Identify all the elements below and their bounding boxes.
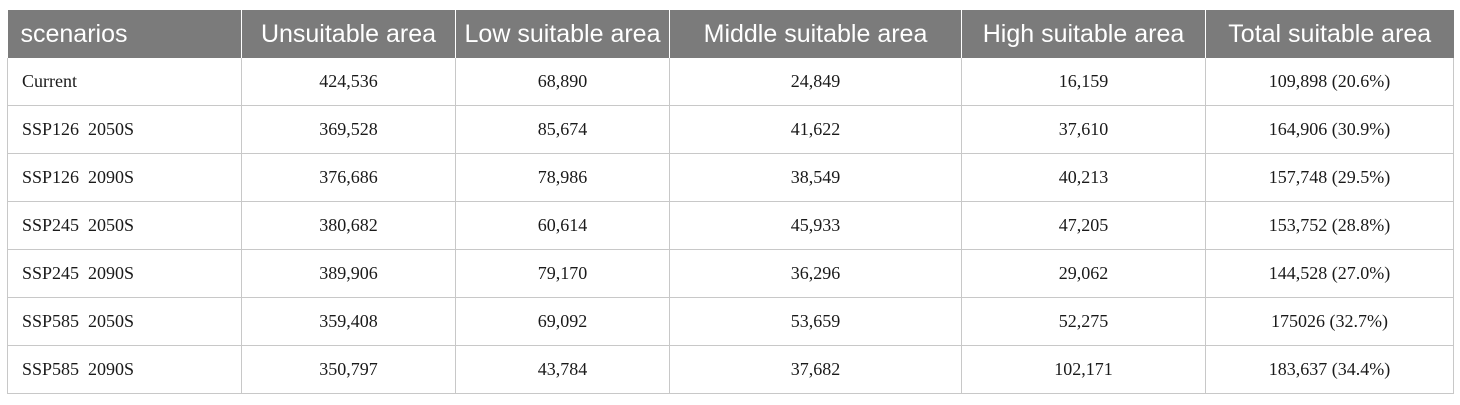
high-suitable-cell: 40,213 — [961, 153, 1206, 202]
unsuitable-cell: 380,682 — [241, 201, 456, 250]
table-row: Current 424,536 68,890 24,849 16,159 109,898 … — [7, 58, 1454, 106]
scenario-cell: Current — [7, 58, 242, 106]
high-suitable-cell: 29,062 — [961, 249, 1206, 298]
header-middle-suitable-area: Middle suitable area — [669, 10, 962, 58]
total-suitable-cell: 164,906 (30.9%) — [1205, 105, 1454, 154]
total-suitable-cell: 109,898 (20.6%) — [1205, 58, 1454, 106]
middle-suitable-cell: 37,682 — [669, 345, 962, 394]
low-suitable-cell: 43,784 — [455, 345, 670, 394]
table-header: scenarios Unsuitable area Low suitable a… — [7, 10, 1454, 58]
middle-suitable-cell: 38,549 — [669, 153, 962, 202]
header-low-suitable-area: Low suitable area — [455, 10, 670, 58]
scenario-cell: SSP245 2090S — [7, 249, 242, 298]
unsuitable-cell: 424,536 — [241, 58, 456, 106]
total-suitable-cell: 183,637 (34.4%) — [1205, 345, 1454, 394]
table-row: SSP245 2050S 380,682 60,614 45,933 47,205 153… — [7, 201, 1454, 250]
scenario-cell: SSP585 2050S — [7, 297, 242, 346]
high-suitable-cell: 37,610 — [961, 105, 1206, 154]
header-unsuitable-area: Unsuitable area — [241, 10, 456, 58]
total-suitable-cell: 157,748 (29.5%) — [1205, 153, 1454, 202]
low-suitable-cell: 79,170 — [455, 249, 670, 298]
table-row: SSP245 2090S 389,906 79,170 36,296 29,062 144… — [7, 249, 1454, 298]
header-scenarios: scenarios — [7, 10, 242, 58]
middle-suitable-cell: 24,849 — [669, 58, 962, 106]
high-suitable-cell: 52,275 — [961, 297, 1206, 346]
total-suitable-cell: 175026 (32.7%) — [1205, 297, 1454, 346]
unsuitable-cell: 389,906 — [241, 249, 456, 298]
middle-suitable-cell: 36,296 — [669, 249, 962, 298]
data-table-container: scenarios Unsuitable area Low suitable a… — [7, 10, 1454, 394]
high-suitable-cell: 16,159 — [961, 58, 1206, 106]
table-body: Current 424,536 68,890 24,849 16,159 109,898 … — [7, 58, 1454, 394]
scenario-cell: SSP245 2050S — [7, 201, 242, 250]
low-suitable-cell: 60,614 — [455, 201, 670, 250]
low-suitable-cell: 69,092 — [455, 297, 670, 346]
unsuitable-cell: 350,797 — [241, 345, 456, 394]
suitable-area-table: scenarios Unsuitable area Low suitable a… — [7, 10, 1454, 394]
table-row: SSP126 2050S 369,528 85,674 41,622 37,610 164… — [7, 105, 1454, 154]
scenario-cell: SSP126 2050S — [7, 105, 242, 154]
header-row: scenarios Unsuitable area Low suitable a… — [7, 10, 1454, 58]
high-suitable-cell: 102,171 — [961, 345, 1206, 394]
total-suitable-cell: 153,752 (28.8%) — [1205, 201, 1454, 250]
scenario-cell: SSP585 2090S — [7, 345, 242, 394]
unsuitable-cell: 359,408 — [241, 297, 456, 346]
low-suitable-cell: 68,890 — [455, 58, 670, 106]
unsuitable-cell: 369,528 — [241, 105, 456, 154]
scenario-cell: SSP126 2090S — [7, 153, 242, 202]
middle-suitable-cell: 41,622 — [669, 105, 962, 154]
total-suitable-cell: 144,528 (27.0%) — [1205, 249, 1454, 298]
table-row: SSP585 2090S 350,797 43,784 37,682 102,171 18… — [7, 345, 1454, 394]
table-row: SSP126 2090S 376,686 78,986 38,549 40,213 157… — [7, 153, 1454, 202]
unsuitable-cell: 376,686 — [241, 153, 456, 202]
middle-suitable-cell: 53,659 — [669, 297, 962, 346]
low-suitable-cell: 85,674 — [455, 105, 670, 154]
middle-suitable-cell: 45,933 — [669, 201, 962, 250]
header-high-suitable-area: High suitable area — [961, 10, 1206, 58]
low-suitable-cell: 78,986 — [455, 153, 670, 202]
header-total-suitable-area: Total suitable area — [1205, 10, 1454, 58]
table-row: SSP585 2050S 359,408 69,092 53,659 52,275 175… — [7, 297, 1454, 346]
high-suitable-cell: 47,205 — [961, 201, 1206, 250]
